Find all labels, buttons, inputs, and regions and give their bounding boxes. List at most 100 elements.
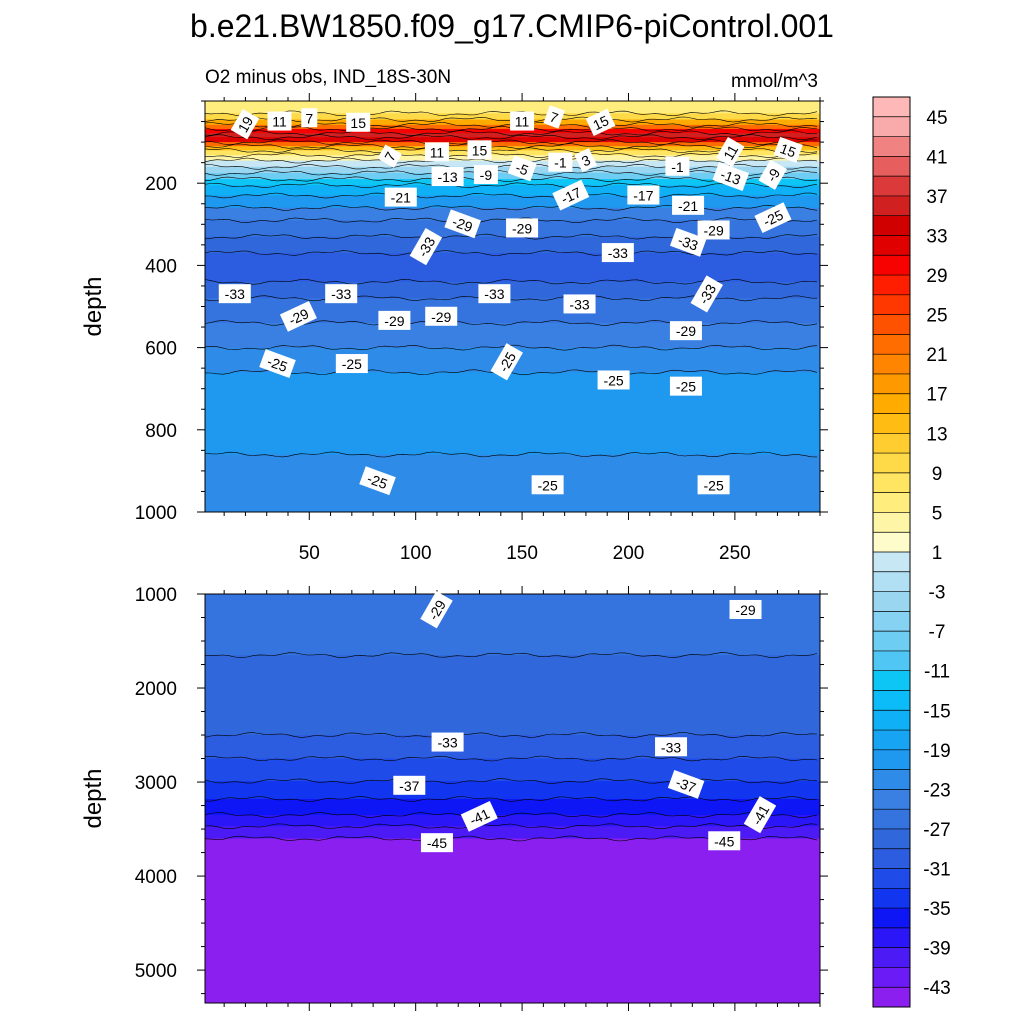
contour-label: -33: [669, 227, 707, 257]
contour-band: [205, 281, 820, 299]
contour-label: -1: [548, 152, 573, 172]
contour-label-box: [669, 376, 702, 396]
contour-label: -37: [667, 769, 705, 799]
contour-band: [205, 195, 820, 209]
contour-label: -17: [552, 179, 590, 211]
contour-label-text: -25: [365, 470, 390, 492]
contour-label-text: -33: [484, 286, 504, 302]
contour-label-box: [377, 144, 402, 168]
colorbar-swatch: [873, 611, 910, 632]
contour-label: 15: [585, 108, 616, 137]
contour-label-text: 15: [472, 142, 488, 158]
units-label: mmol/m^3: [731, 71, 818, 92]
y-tick-label: 4000: [135, 867, 177, 888]
contour-label-text: -29: [703, 222, 723, 238]
contour-label-text: -33: [331, 286, 351, 302]
colorbar-swatch: [873, 176, 910, 197]
contour-label-text: 15: [590, 112, 611, 133]
colorbar-tick-label: 21: [926, 345, 947, 366]
contour-label-text: -17: [633, 188, 653, 204]
contour-label-text: -5: [513, 159, 530, 178]
contour-label-text: -29: [450, 213, 475, 235]
contour-label-box: [473, 164, 498, 184]
contour-label-text: 11: [515, 114, 530, 130]
contour-line: [204, 182, 818, 189]
contour-label-text: -45: [714, 833, 734, 849]
contour-label-text: -13: [437, 169, 457, 185]
contour-line: [204, 139, 818, 146]
contour-label-text: 11: [272, 114, 287, 130]
contour-label: 7: [301, 108, 318, 128]
contour-label-box: [490, 343, 523, 381]
contour-label-box: [585, 108, 616, 137]
contour-line: [204, 147, 818, 154]
contour-label-box: [758, 159, 787, 190]
colorbar-swatch: [873, 789, 910, 810]
contour-line: [204, 344, 818, 351]
contour-label: -33: [601, 243, 634, 263]
colorbar-swatch: [873, 532, 910, 553]
contour-label: -25: [531, 475, 564, 495]
colorbar-swatch: [873, 730, 910, 751]
contour-label: -45: [708, 831, 741, 851]
colorbar-swatch: [873, 294, 910, 315]
colorbar-tick-label: 37: [926, 187, 947, 208]
plot-frame: [204, 593, 821, 1004]
contour-band: [205, 735, 820, 760]
colorbar-swatch: [873, 235, 910, 256]
contour-line: [204, 823, 818, 830]
contour-label: -25: [669, 376, 702, 396]
contour-label-box: [597, 370, 630, 390]
contour-line: [204, 732, 818, 738]
contour-label: -33: [431, 732, 464, 752]
contour-label: -41: [460, 801, 498, 832]
x-tick-label: 100: [400, 543, 432, 564]
contour-label-box: [409, 228, 443, 266]
contour-label-box: [420, 591, 453, 629]
colorbar-tick-label: 29: [926, 266, 947, 287]
contour-label: -5: [507, 155, 537, 182]
colorbar-swatch: [873, 690, 910, 711]
colorbar-swatch: [873, 571, 910, 592]
colorbar-swatch: [873, 97, 910, 118]
contour-line: [204, 652, 818, 659]
contour-label: 11: [267, 111, 292, 131]
contour-label-box: [574, 148, 597, 173]
contour-label-text: -25: [676, 379, 696, 395]
y-tick-label: 1000: [135, 503, 177, 524]
contour-label-text: 15: [778, 140, 798, 160]
colorbar-swatch: [873, 927, 910, 948]
colorbar-tick-label: -39: [923, 939, 950, 960]
contour-label: -33: [563, 294, 596, 314]
contour-label-box: [510, 111, 535, 131]
contour-label-text: -25: [265, 353, 290, 375]
contour-label-box: [697, 220, 730, 240]
contour-label-box: [729, 599, 762, 619]
lower-y-axis-label: depth: [80, 768, 107, 828]
contour-label-text: -29: [735, 602, 755, 618]
contour-band: [205, 146, 820, 151]
chart-subtitle: O2 minus obs, IND_18S-30N: [205, 67, 451, 88]
contour-line: [204, 134, 818, 141]
contour-label-text: -37: [399, 778, 419, 794]
contour-line: [204, 157, 818, 164]
colorbar-swatch: [873, 947, 910, 968]
colorbar-swatch: [873, 116, 910, 137]
contour-label: -33: [325, 284, 358, 304]
contour-label-box: [563, 294, 596, 314]
contour-band: [205, 142, 820, 147]
contour-band: [205, 179, 820, 186]
colorbar-swatch: [873, 334, 910, 355]
colorbar-tick-label: 45: [926, 108, 947, 129]
contour-line: [204, 204, 818, 211]
contour-label-box: [665, 156, 690, 176]
contour-label-box: [431, 167, 464, 187]
contour-line: [204, 295, 818, 302]
colorbar-tick-label: 25: [926, 306, 947, 327]
colorbar-swatch: [873, 987, 910, 1008]
contour-label-box: [425, 306, 458, 326]
colorbar-swatch: [873, 908, 910, 929]
colorbar-swatch: [873, 433, 910, 454]
colorbar-swatch: [873, 492, 910, 513]
colorbar-swatch: [873, 828, 910, 850]
